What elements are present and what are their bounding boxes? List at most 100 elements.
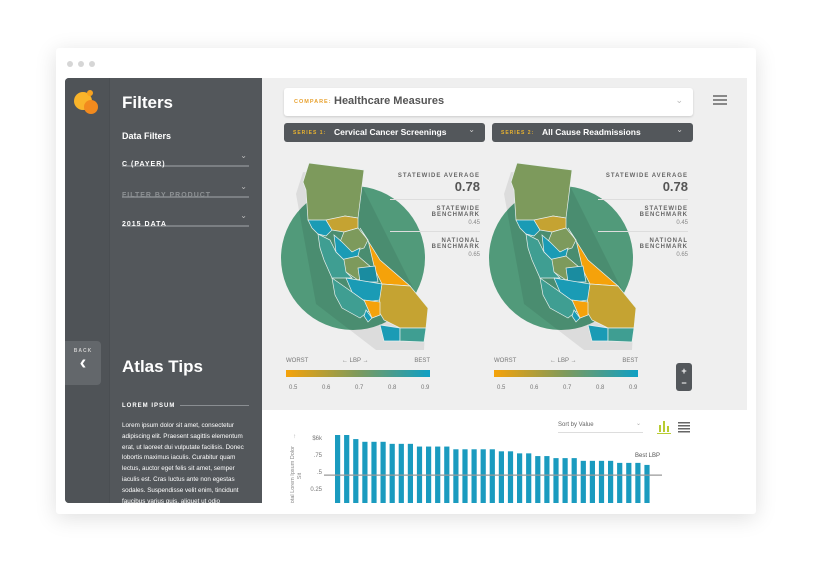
legend-tick: 0.5 xyxy=(497,385,506,391)
sort-select[interactable]: Sort by Value ⌄ xyxy=(558,421,643,433)
bar[interactable] xyxy=(553,458,559,503)
county-region[interactable] xyxy=(607,327,635,343)
bar[interactable] xyxy=(526,453,532,503)
legend-tick: 0.8 xyxy=(596,385,605,391)
product-filter[interactable]: FILTER BY PRODUCT ⌄ xyxy=(122,182,249,199)
series-1-value: Cervical Cancer Screenings xyxy=(334,127,447,137)
statewide-benchmark-label: BENCHMARK xyxy=(431,212,480,218)
national-benchmark-label: NATIONAL xyxy=(649,238,688,244)
bar[interactable] xyxy=(407,443,413,503)
legend-tick: 0.9 xyxy=(629,385,638,391)
bar[interactable] xyxy=(335,435,341,503)
window-dot[interactable] xyxy=(67,61,73,67)
best-lbp-label: Best LBP xyxy=(635,453,660,459)
tips-line: lectus, auctor eget felis sit amet, semp… xyxy=(122,465,235,473)
national-benchmark-label: BENCHMARK xyxy=(431,244,480,250)
list-view-icon[interactable] xyxy=(678,421,690,433)
chevron-down-icon: ⌄ xyxy=(635,421,641,427)
zoom-in-button[interactable]: + xyxy=(681,366,687,376)
sidebar-strip xyxy=(65,78,110,503)
series-1-select[interactable]: SERIES 1: Cervical Cancer Screenings ⌄ xyxy=(284,123,485,142)
statewide-benchmark-label: BENCHMARK xyxy=(639,212,688,218)
tips-line: faucibus varius quis, aliquet ut odio xyxy=(122,497,221,503)
tips-line: sodales. Suspendisse velit enim, tincidu… xyxy=(122,486,239,494)
bar[interactable] xyxy=(480,449,486,503)
county-region[interactable] xyxy=(363,299,381,319)
national-benchmark-label: NATIONAL xyxy=(441,238,480,244)
tips-line: iaculis est. Cras luctus ante non egesta… xyxy=(122,475,235,483)
bar[interactable] xyxy=(389,443,395,503)
bar[interactable] xyxy=(353,439,359,503)
chevron-down-icon: ⌄ xyxy=(468,125,475,134)
bar[interactable] xyxy=(580,460,586,503)
legend-best: BEST xyxy=(414,358,430,364)
county-region[interactable] xyxy=(363,309,373,323)
bar[interactable] xyxy=(489,449,495,503)
stats-panel: STATEWIDE AVERAGE 0.78 STATEWIDE BENCHMAR… xyxy=(362,173,480,258)
bar[interactable] xyxy=(453,449,459,503)
back-button[interactable]: BACK ‹ xyxy=(65,341,101,385)
bar[interactable] xyxy=(517,453,523,503)
bar[interactable] xyxy=(398,443,404,503)
zoom-out-button[interactable]: − xyxy=(681,378,687,388)
bar[interactable] xyxy=(598,460,605,503)
compare-label: COMPARE: xyxy=(294,99,332,105)
chevron-down-icon: ⌄ xyxy=(240,182,247,191)
bar[interactable] xyxy=(644,464,650,503)
bar[interactable] xyxy=(462,449,468,503)
bar[interactable] xyxy=(562,458,568,503)
legend-best: BEST xyxy=(622,358,638,364)
legend-tick: 0.7 xyxy=(355,385,364,391)
bar[interactable] xyxy=(362,441,368,503)
county-region[interactable] xyxy=(565,265,587,283)
county-region[interactable] xyxy=(357,265,379,283)
arrow-right-icon: → xyxy=(570,358,577,364)
bar[interactable] xyxy=(589,460,595,503)
statewide-benchmark-value: 0.45 xyxy=(468,220,480,226)
county-region[interactable] xyxy=(571,309,581,323)
window-dot[interactable] xyxy=(89,61,95,67)
bar[interactable] xyxy=(617,462,623,503)
bar[interactable] xyxy=(498,451,504,503)
national-benchmark-label: BENCHMARK xyxy=(639,244,688,250)
bar[interactable] xyxy=(371,441,377,503)
county-region[interactable] xyxy=(302,162,365,223)
data-filters-heading: Data Filters xyxy=(122,131,172,141)
bar[interactable] xyxy=(608,460,614,503)
divider xyxy=(180,405,249,406)
bar[interactable] xyxy=(507,451,514,503)
chevron-down-icon: ⌄ xyxy=(240,211,247,220)
bar[interactable] xyxy=(471,449,477,503)
back-label: BACK xyxy=(73,348,93,354)
county-region[interactable] xyxy=(399,327,427,343)
chevron-down-icon: ⌄ xyxy=(675,95,683,105)
county-region[interactable] xyxy=(510,162,573,223)
bar[interactable] xyxy=(626,462,632,503)
window-dot[interactable] xyxy=(78,61,84,67)
county-region[interactable] xyxy=(525,233,561,279)
bar[interactable] xyxy=(380,441,386,503)
series-2-select[interactable]: SERIES 2: All Cause Readmissions ⌄ xyxy=(492,123,693,142)
bar-chart-view-icon[interactable] xyxy=(657,420,671,434)
color-legend: WORST ← LBP → BEST 0.5 0.6 0.7 0.8 0.9 xyxy=(286,358,430,393)
legend-tick: 0.9 xyxy=(421,385,430,391)
year-filter-value: 2015 DATA xyxy=(122,221,167,228)
legend-tick: 0.5 xyxy=(289,385,298,391)
bar[interactable] xyxy=(571,458,577,503)
legend-tick: 0.6 xyxy=(322,385,331,391)
compare-select[interactable]: COMPARE: Healthcare Measures ⌄ xyxy=(284,88,693,116)
county-region[interactable] xyxy=(317,233,353,279)
legend-tick: 0.6 xyxy=(530,385,539,391)
tips-line: erat, ut laoreet dui vulputate facilisis… xyxy=(122,443,244,451)
bar[interactable] xyxy=(635,462,641,503)
payer-filter[interactable]: C (PAYER) ⌄ xyxy=(122,151,249,168)
chevron-down-icon: ⌄ xyxy=(676,125,683,134)
legend-lbp: LBP xyxy=(557,358,569,364)
county-region[interactable] xyxy=(571,299,589,319)
bar[interactable] xyxy=(535,456,541,503)
statewide-average-value: 0.78 xyxy=(662,179,688,194)
bar[interactable] xyxy=(544,456,550,503)
menu-icon[interactable] xyxy=(713,95,727,105)
year-filter[interactable]: 2015 DATA ⌄ xyxy=(122,211,249,228)
bar[interactable] xyxy=(344,435,350,503)
